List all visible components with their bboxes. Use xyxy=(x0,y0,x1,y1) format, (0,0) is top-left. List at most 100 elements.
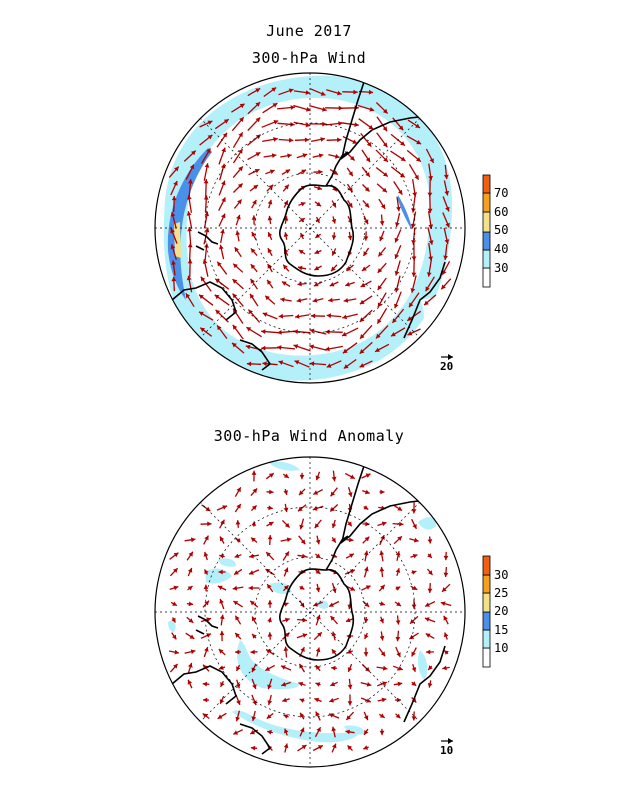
australia-coast xyxy=(171,281,237,321)
wind-arrowhead xyxy=(298,506,303,512)
wind-arrowhead xyxy=(443,632,449,638)
colorbar-bin xyxy=(482,174,491,194)
wind-arrowhead xyxy=(363,236,369,241)
wind-arrowhead xyxy=(235,649,240,655)
wind-arrowhead xyxy=(363,505,369,510)
wind-arrowhead xyxy=(246,361,252,367)
wind-arrowhead xyxy=(267,600,273,605)
wind-arrowhead xyxy=(297,281,302,287)
wind-arrowhead xyxy=(271,87,277,92)
wind-arrowhead xyxy=(252,488,258,494)
wind-arrowhead xyxy=(315,475,321,481)
wind-arrowhead xyxy=(380,651,386,657)
wind-arrowhead xyxy=(349,537,354,543)
wind-arrowhead xyxy=(316,614,321,620)
wind-arrowhead xyxy=(285,169,291,174)
wind-arrowhead xyxy=(425,602,430,607)
wind-arrowhead xyxy=(316,201,321,207)
wind-arrowhead xyxy=(397,681,403,687)
wind-arrowhead xyxy=(395,713,401,719)
wind-arrowhead xyxy=(250,649,255,655)
wind-arrowhead xyxy=(251,215,257,220)
wind-arrowhead xyxy=(315,539,321,545)
wind-arrowhead xyxy=(278,360,284,365)
wind-arrowhead xyxy=(359,317,365,322)
anomaly-patch xyxy=(236,640,300,690)
wind-arrowhead xyxy=(354,122,359,127)
wind-arrowhead xyxy=(379,221,385,226)
wind-arrowhead xyxy=(305,107,311,112)
wind-arrowhead xyxy=(235,716,240,722)
wind-arrowhead xyxy=(379,236,384,242)
wind-arrowhead xyxy=(188,179,193,184)
anomaly-patch xyxy=(232,710,359,743)
wind-arrowhead xyxy=(377,268,383,273)
wind-arrowhead xyxy=(262,312,268,317)
anomaly-patch xyxy=(344,725,365,735)
wind-arrowhead xyxy=(203,697,208,703)
wind-arrowhead xyxy=(366,698,371,703)
wind-arrowhead xyxy=(284,522,290,528)
wind-arrowhead xyxy=(215,309,221,315)
wind-arrowhead xyxy=(296,298,302,303)
wind-arrowhead xyxy=(391,332,396,337)
wind-arrowhead xyxy=(299,698,305,703)
wind-arrowhead xyxy=(202,259,208,264)
wind-arrowhead xyxy=(314,523,320,529)
wind-arrowhead xyxy=(251,505,257,511)
wind-arrowhead xyxy=(383,172,388,177)
wind-arrowhead xyxy=(322,121,327,127)
wind-arrowhead xyxy=(171,617,176,623)
wind-arrowhead xyxy=(398,189,403,195)
colorbar-label: 30 xyxy=(494,261,508,275)
wind-arrowhead xyxy=(381,521,387,527)
tasmania-coast xyxy=(239,339,272,371)
wind-arrowhead xyxy=(251,470,257,475)
wind-arrowhead xyxy=(199,311,204,316)
wind-arrowhead xyxy=(217,585,223,590)
wind-arrowhead xyxy=(262,361,267,367)
wind-arrowhead xyxy=(188,618,194,623)
wind-arrowhead xyxy=(411,570,417,575)
wind-arrowhead xyxy=(267,248,272,254)
colorbar-bin xyxy=(482,192,491,213)
wind-arrowhead xyxy=(380,584,385,590)
wind-map-panel xyxy=(154,72,466,384)
wind-arrowhead xyxy=(173,568,178,573)
wind-arrowhead xyxy=(233,263,238,269)
wind-arrowhead xyxy=(214,294,220,300)
wind-arrowhead xyxy=(221,213,226,219)
wind-arrowhead xyxy=(379,713,385,718)
wind-arrowhead xyxy=(368,89,374,95)
wind-arrowhead xyxy=(268,522,274,527)
colorbar-bin xyxy=(482,231,491,251)
wind-arrowhead xyxy=(314,265,320,271)
wind-arrowhead xyxy=(398,666,403,671)
new-zealand-coast xyxy=(195,615,219,635)
wind-arrowhead xyxy=(300,539,306,545)
wind-arrowhead xyxy=(381,697,387,703)
wind-arrowhead xyxy=(316,727,321,732)
wind-arrowhead xyxy=(310,313,316,319)
wind-arrowhead xyxy=(238,149,243,154)
wind-arrowhead xyxy=(363,550,369,556)
wind-arrowhead xyxy=(232,342,237,348)
wind-arrowhead xyxy=(363,745,369,750)
wind-arrowhead xyxy=(266,552,271,557)
wind-arrowhead xyxy=(203,584,209,589)
wind-arrowhead xyxy=(299,524,304,530)
wind-arrowhead xyxy=(313,490,319,495)
wind-arrowhead xyxy=(342,348,348,354)
wind-arrowhead xyxy=(407,331,413,336)
wind-arrowhead xyxy=(379,618,384,624)
wind-arrowhead xyxy=(236,700,241,705)
anomaly-patch xyxy=(168,620,176,632)
wind-arrowhead xyxy=(236,487,241,493)
anomaly-map-panel xyxy=(154,456,466,768)
wind-arrowhead xyxy=(347,235,353,241)
wind-arrowhead xyxy=(361,266,367,271)
wind-arrowhead xyxy=(222,132,227,138)
wind-arrowhead xyxy=(395,222,400,227)
wind-arrowhead xyxy=(338,121,343,126)
